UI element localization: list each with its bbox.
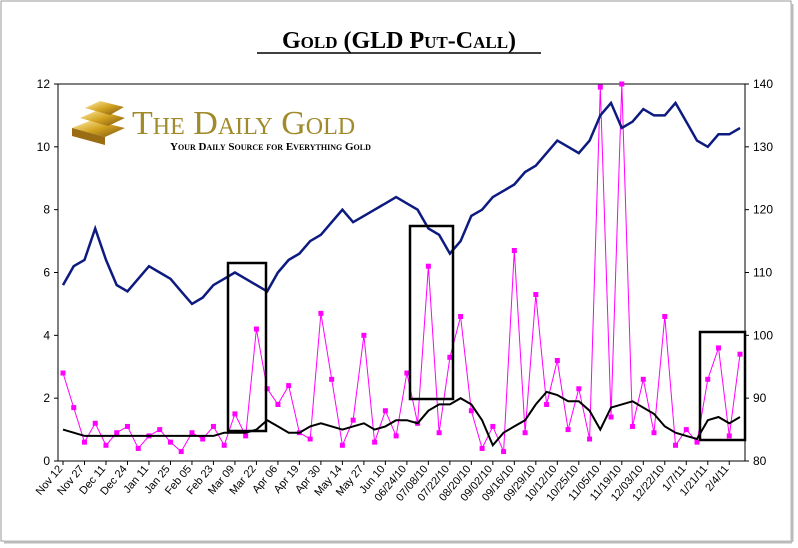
data-point bbox=[447, 354, 453, 360]
data-point bbox=[705, 376, 711, 382]
data-point bbox=[737, 351, 743, 357]
chart-title: Gold (GLD Put-Call) bbox=[282, 28, 516, 54]
data-point bbox=[587, 436, 593, 442]
data-point bbox=[479, 445, 485, 451]
data-point bbox=[716, 345, 722, 351]
data-point bbox=[458, 313, 464, 319]
data-point bbox=[501, 449, 507, 455]
y2-tick-label: 110 bbox=[753, 266, 772, 280]
data-point bbox=[425, 263, 431, 269]
data-point bbox=[167, 439, 173, 445]
y2-tick-label: 140 bbox=[753, 77, 773, 91]
data-point bbox=[243, 433, 249, 439]
highlight-box bbox=[698, 330, 747, 442]
y2-tick-label: 90 bbox=[753, 391, 767, 405]
data-point bbox=[608, 414, 614, 420]
data-point bbox=[232, 411, 238, 417]
data-point bbox=[329, 376, 335, 382]
data-point bbox=[533, 291, 539, 297]
data-point bbox=[114, 430, 120, 436]
data-point bbox=[200, 436, 206, 442]
data-point bbox=[468, 408, 474, 414]
y-tick-label: 0 bbox=[43, 454, 50, 468]
data-point bbox=[554, 357, 560, 363]
data-point bbox=[253, 326, 259, 332]
data-point bbox=[404, 370, 410, 376]
y-tick-label: 2 bbox=[43, 391, 50, 405]
data-point bbox=[522, 430, 528, 436]
y-tick-label: 4 bbox=[43, 328, 50, 342]
y2-tick-label: 80 bbox=[753, 454, 767, 468]
series-line bbox=[62, 83, 741, 453]
data-point bbox=[178, 449, 184, 455]
highlight-box bbox=[226, 261, 268, 433]
data-point bbox=[60, 370, 66, 376]
data-point bbox=[640, 376, 646, 382]
logo-subtitle: Your Daily Source for Everything Gold bbox=[170, 141, 371, 153]
highlight-box bbox=[408, 224, 455, 401]
data-point bbox=[350, 417, 356, 423]
data-point bbox=[565, 427, 571, 433]
y2-tick-label: 130 bbox=[753, 140, 773, 154]
data-point bbox=[382, 408, 388, 414]
data-point bbox=[597, 84, 603, 90]
data-point bbox=[286, 383, 292, 389]
data-point bbox=[683, 427, 689, 433]
series-line bbox=[62, 390, 741, 448]
data-point bbox=[71, 405, 77, 411]
data-point bbox=[157, 427, 163, 433]
y-tick-label: 6 bbox=[43, 266, 50, 280]
data-point bbox=[81, 439, 87, 445]
data-point bbox=[393, 433, 399, 439]
data-point bbox=[318, 310, 324, 316]
data-point bbox=[511, 248, 517, 254]
data-point bbox=[576, 386, 582, 392]
y-tick-label: 12 bbox=[37, 77, 51, 91]
data-point bbox=[361, 332, 367, 338]
data-point bbox=[726, 433, 732, 439]
y2-tick-label: 100 bbox=[753, 328, 773, 342]
data-point bbox=[124, 423, 130, 429]
data-point bbox=[673, 442, 679, 448]
data-point bbox=[630, 423, 636, 429]
data-point bbox=[619, 81, 625, 87]
logo: The Daily Gold Your Daily Source for Eve… bbox=[72, 101, 371, 153]
data-point bbox=[662, 313, 668, 319]
data-point bbox=[339, 442, 345, 448]
data-point bbox=[189, 430, 195, 436]
data-point bbox=[275, 401, 281, 407]
data-point bbox=[372, 439, 378, 445]
y2-tick-label: 120 bbox=[753, 203, 773, 217]
data-point bbox=[307, 436, 313, 442]
data-point bbox=[651, 430, 657, 436]
data-point bbox=[210, 423, 216, 429]
logo-title: The Daily Gold bbox=[132, 105, 355, 142]
data-point bbox=[221, 442, 227, 448]
data-point bbox=[436, 430, 442, 436]
data-point bbox=[135, 445, 141, 451]
data-point bbox=[103, 442, 109, 448]
data-point bbox=[544, 401, 550, 407]
y-tick-label: 8 bbox=[43, 203, 50, 217]
data-point bbox=[92, 420, 98, 426]
data-point bbox=[694, 439, 700, 445]
series-line bbox=[61, 100, 741, 306]
y-tick-label: 10 bbox=[37, 140, 51, 154]
data-point bbox=[490, 423, 496, 429]
